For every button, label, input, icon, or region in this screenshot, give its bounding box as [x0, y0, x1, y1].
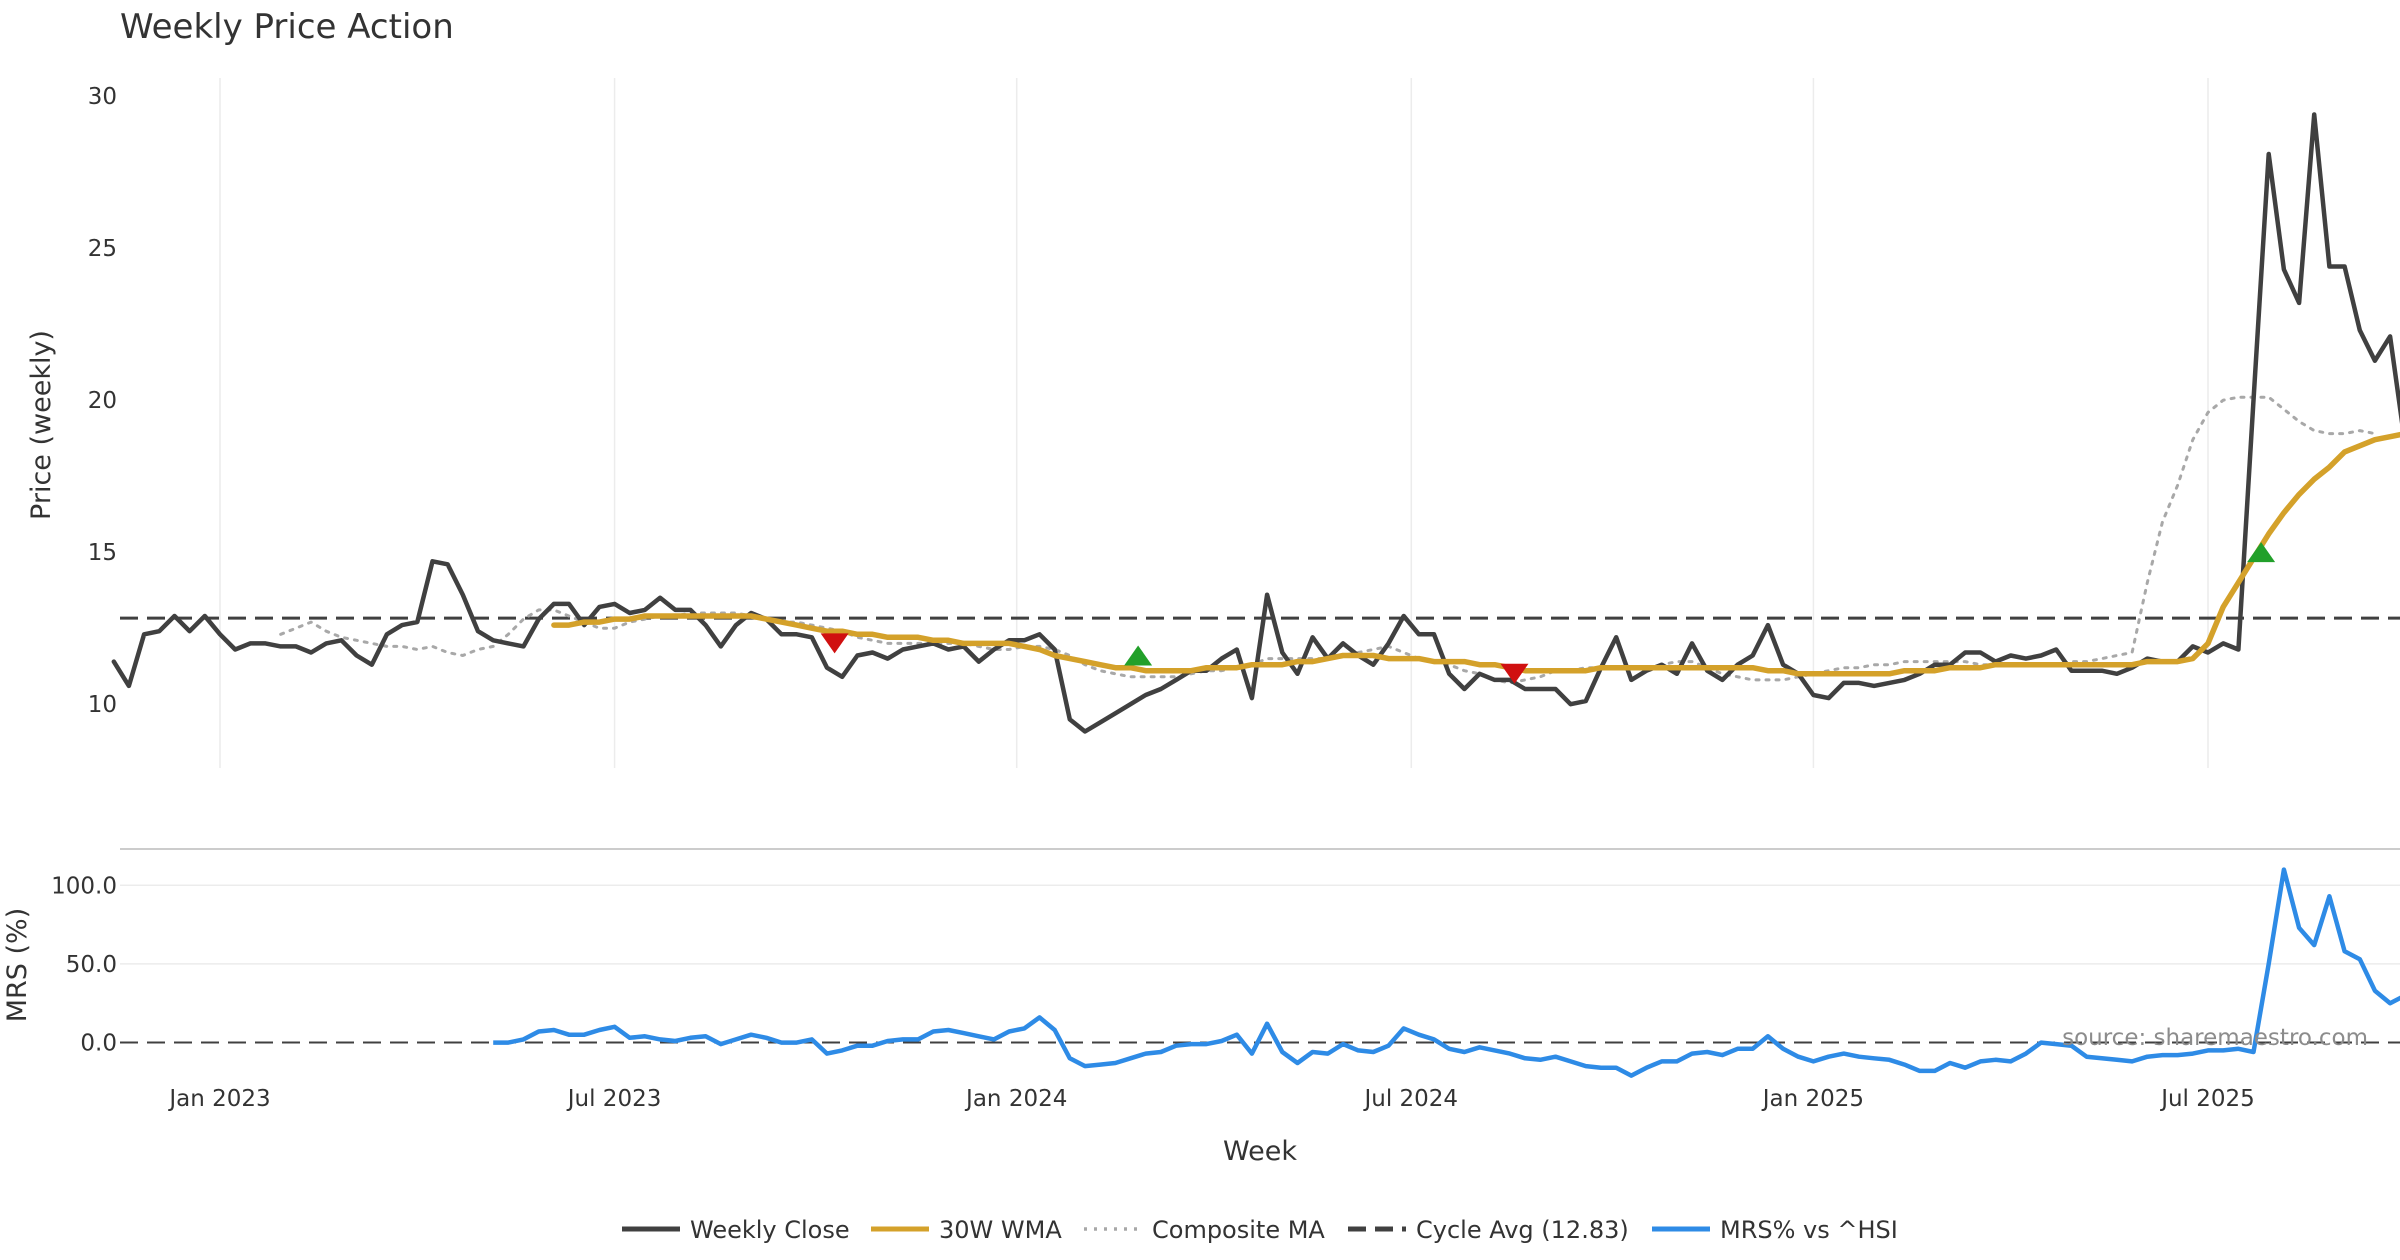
x-axis-label: Week — [1223, 1136, 1297, 1167]
price-y-tick-label: 10 — [88, 692, 117, 718]
x-tick-label: Jul 2024 — [1362, 1086, 1458, 1112]
mrs-y-tick-label: 50.0 — [66, 952, 117, 978]
x-tick-label: Jan 2024 — [964, 1086, 1067, 1112]
legend-label: 30W WMA — [939, 1216, 1062, 1244]
signal-markers — [820, 542, 2276, 684]
x-tick-label: Jan 2023 — [167, 1086, 270, 1112]
gridlines — [120, 78, 2400, 965]
chart-title: Weekly Price Action — [120, 7, 454, 47]
legend-label: Composite MA — [1152, 1216, 1325, 1244]
price-y-tick-label: 15 — [88, 540, 117, 566]
sell-signal-marker — [1500, 663, 1529, 684]
legend-label: Weekly Close — [690, 1216, 850, 1244]
mrs-y-tick-label: 0.0 — [80, 1031, 117, 1057]
price-y-ticks: 10 15 20 25 30 — [88, 84, 117, 718]
legend-label: MRS% vs ^HSI — [1720, 1216, 1898, 1244]
mrs-line — [493, 867, 2400, 1078]
source-note: source: sharemaestro.com — [2062, 1025, 2368, 1051]
legend: Weekly Close 30W WMA Composite MA Cycle Avg… — [622, 1216, 1898, 1244]
price-y-tick-label: 30 — [88, 84, 117, 110]
buy-signal-marker — [1124, 645, 1153, 666]
sell-signal-marker — [820, 633, 849, 654]
price-y-axis-label: Price (weekly) — [26, 330, 57, 520]
mrs-series — [120, 867, 2400, 1078]
price-y-tick-label: 20 — [88, 388, 117, 414]
price-series — [111, 112, 2400, 734]
mrs-y-tick-label: 100.0 — [51, 873, 117, 899]
composite-ma-line — [279, 395, 2377, 685]
x-tick-label: Jul 2025 — [2159, 1086, 2255, 1112]
mrs-y-axis-label: MRS (%) — [2, 908, 33, 1023]
x-axis-ticks: Jan 2023 Jul 2023 Jan 2024 Jul 2024 Jan 2025… — [167, 1086, 2254, 1112]
x-tick-label: Jul 2023 — [566, 1086, 662, 1112]
mrs-y-ticks: 0.0 50.0 100.0 — [51, 873, 117, 1056]
price-y-tick-label: 25 — [88, 236, 117, 262]
legend-label: Cycle Avg (12.83) — [1416, 1216, 1629, 1244]
x-tick-label: Jan 2025 — [1761, 1086, 1864, 1112]
weekly-close-line — [111, 112, 2400, 734]
buy-signal-marker — [2247, 542, 2276, 563]
